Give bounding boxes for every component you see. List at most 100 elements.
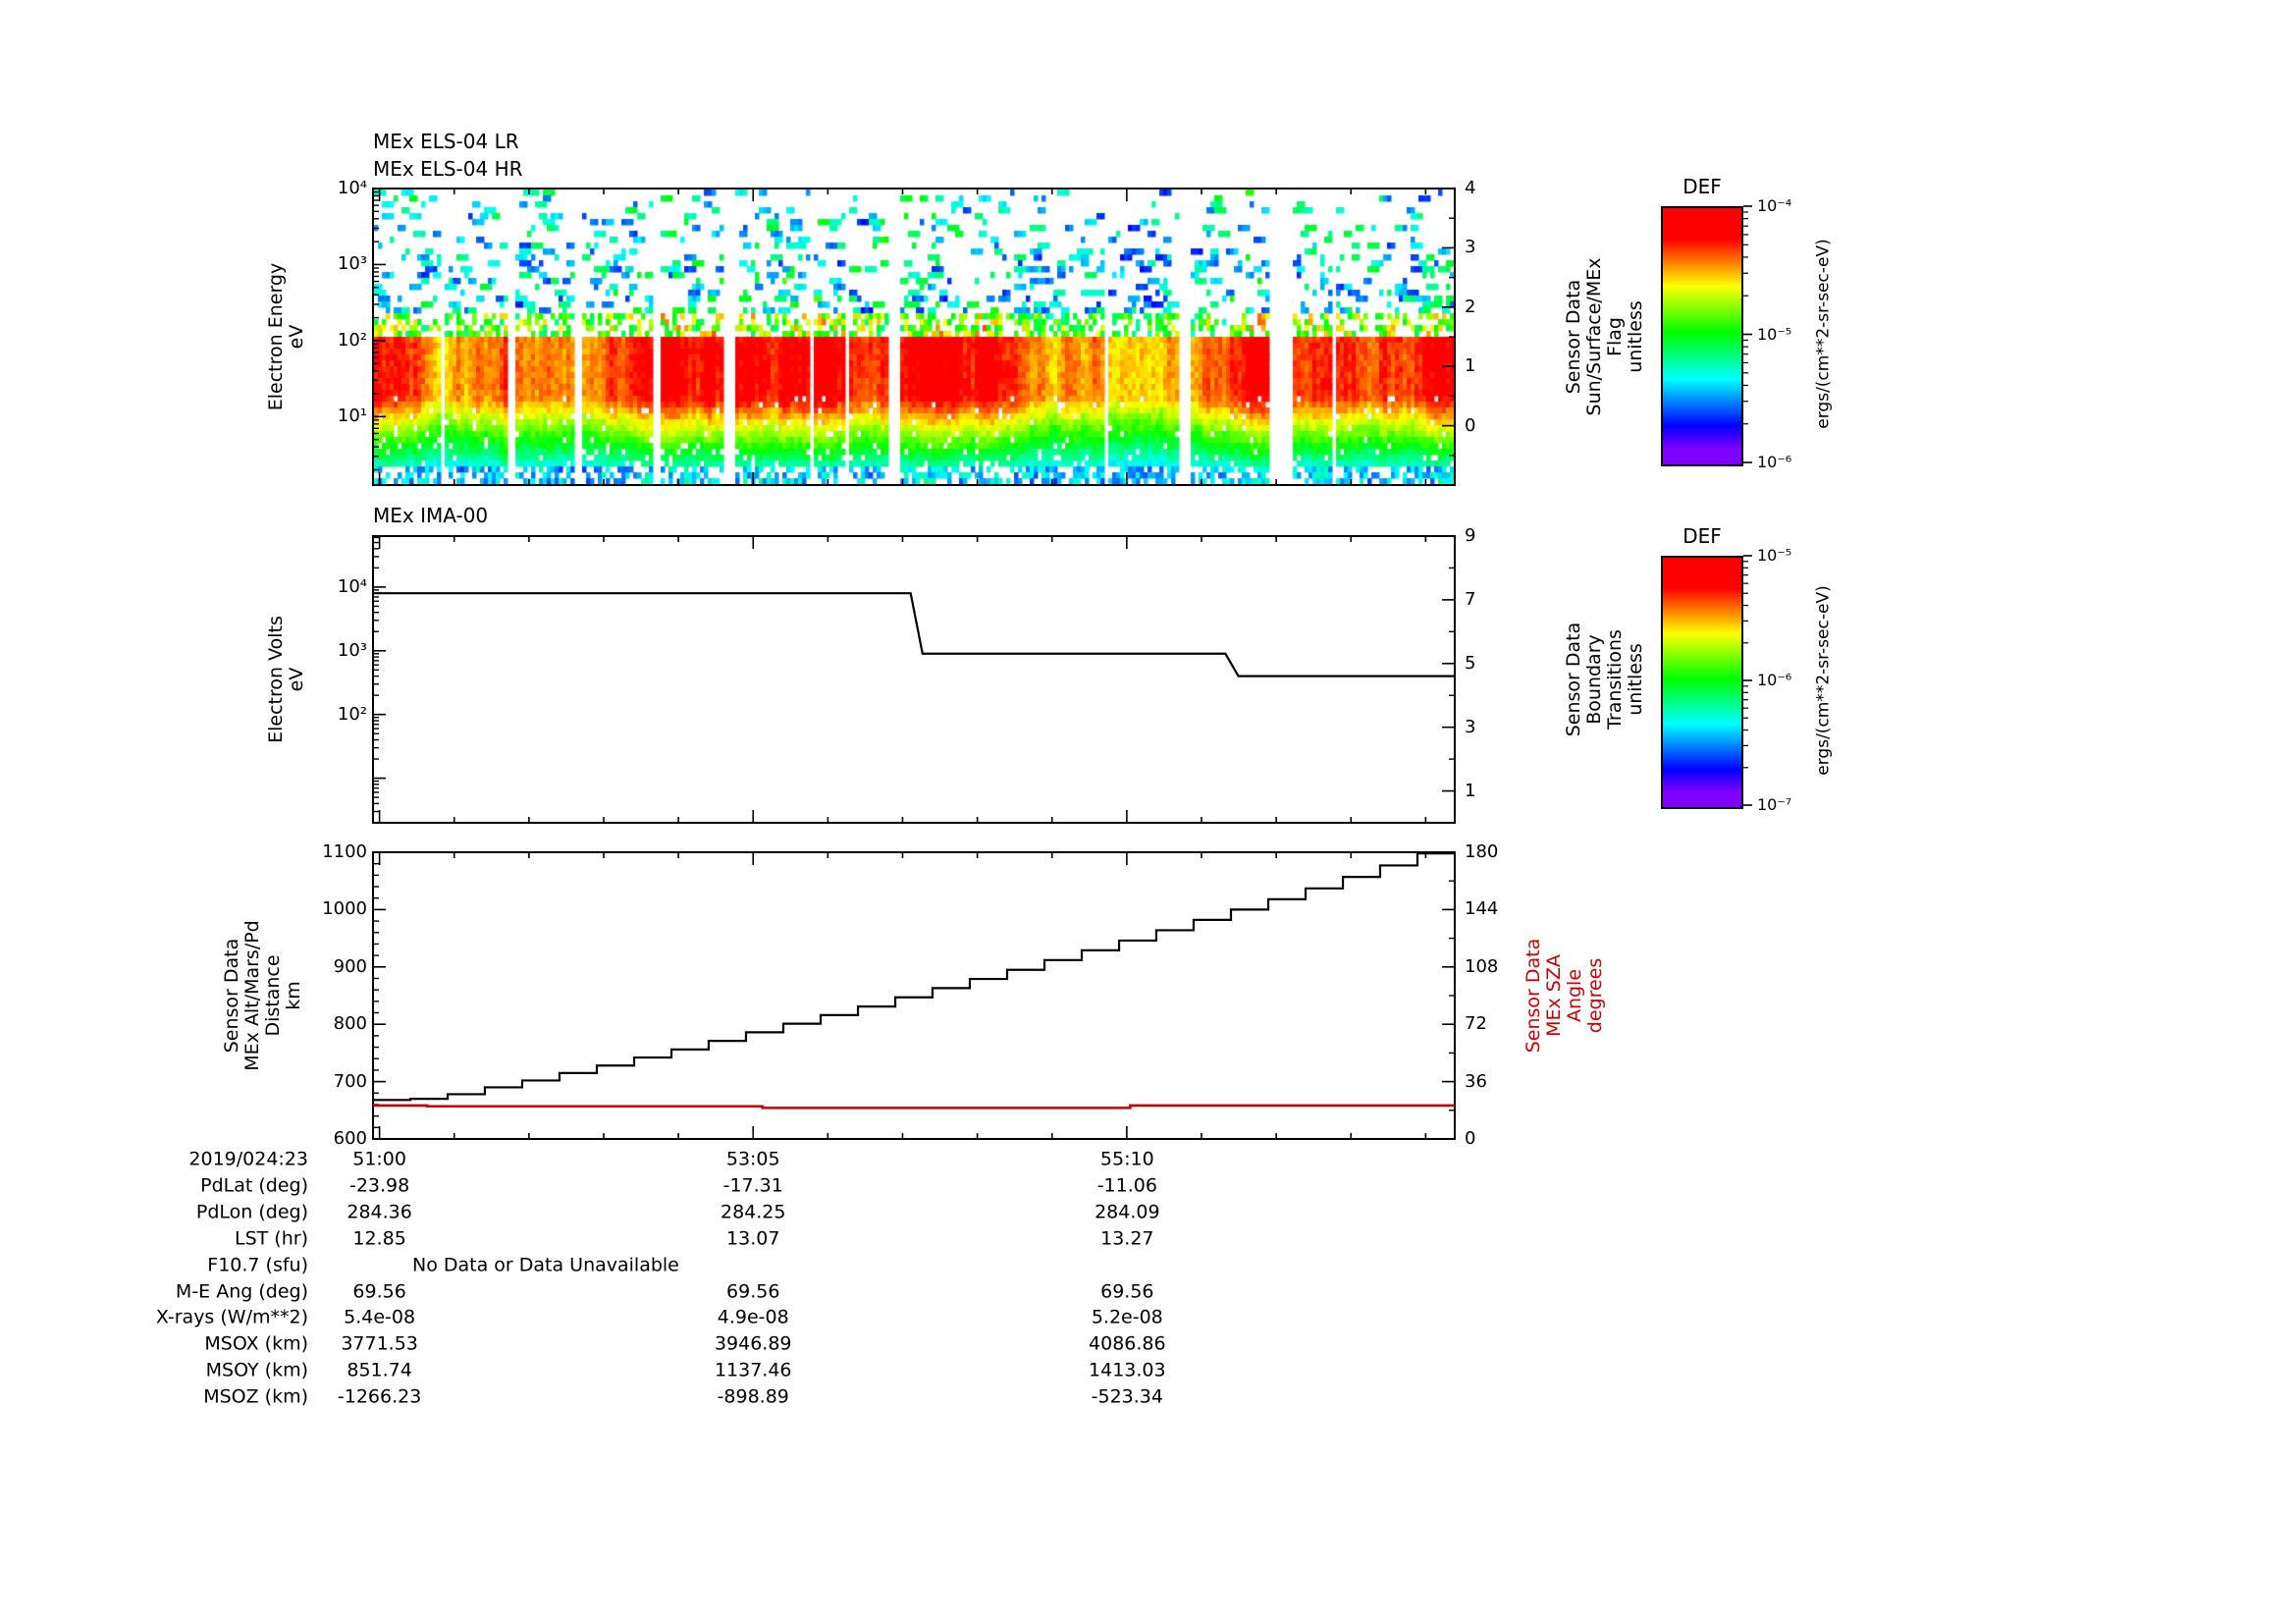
axis-label-line: Electron Energy xyxy=(265,262,287,411)
table-value: 5.4e-08 xyxy=(344,1306,416,1328)
table-value: 3946.89 xyxy=(714,1332,792,1355)
table-value: 12.85 xyxy=(352,1227,406,1250)
els-spectrogram-canvas xyxy=(374,189,1454,484)
tick-label: 0 xyxy=(1465,414,1476,436)
table-row-label: X-rays (W/m**2) xyxy=(155,1306,308,1328)
axis-label-line: MEx SZA xyxy=(1543,954,1565,1037)
colorbar-tick-label: 10⁻⁶ xyxy=(1757,453,1792,471)
axis-label-line: Sensor Data xyxy=(221,938,242,1054)
axis-label-line: eV xyxy=(286,324,307,350)
table-value: 284.25 xyxy=(720,1201,786,1223)
colorbar-tick-label: 10⁻⁶ xyxy=(1757,671,1792,689)
tick-label: 1 xyxy=(1465,780,1476,801)
x-axis-tick-label: 55:10 xyxy=(1099,1148,1154,1170)
ima-right-axis-label: Sensor Data Boundary Transitions unitless xyxy=(1563,622,1646,737)
tick-label: 10⁴ xyxy=(337,575,367,597)
axis-label-line: Sun/Surface/MEx xyxy=(1583,257,1605,416)
colorbar-tick-label: 10⁻⁷ xyxy=(1757,795,1792,814)
table-row-label: MSOZ (km) xyxy=(203,1385,308,1408)
colorbar-title-2: DEF xyxy=(1682,524,1722,548)
tick-label: 1 xyxy=(1465,355,1476,377)
table-value: 1413.03 xyxy=(1089,1359,1166,1381)
axis-label-line: Electron Volts xyxy=(265,616,287,743)
table-value: 3771.53 xyxy=(341,1332,418,1355)
table-row-label: M-E Ang (deg) xyxy=(175,1280,308,1302)
ima-title: MEx IMA-00 xyxy=(373,504,489,527)
axis-label-line: Distance xyxy=(262,954,284,1037)
axis-label-line: km xyxy=(283,981,304,1010)
table-value: 69.56 xyxy=(352,1280,406,1302)
colorbar-def-ima xyxy=(1661,556,1743,809)
axis-label-line: Sensor Data xyxy=(1563,622,1584,737)
els-y-axis-label: Electron Energy eV xyxy=(265,262,307,411)
table-value: 851.74 xyxy=(347,1359,412,1381)
els-title-lr: MEx ELS-04 LR xyxy=(373,130,519,153)
ima-y-axis-label: Electron Volts eV xyxy=(265,616,307,743)
tick-label: 800 xyxy=(333,1013,367,1035)
alt-y-axis-label: Sensor Data MEx Alt/Mars/Pd Distance km xyxy=(221,920,304,1071)
axis-label-line: Boundary xyxy=(1583,634,1605,725)
table-value: 284.36 xyxy=(347,1201,412,1223)
tick-label: 1000 xyxy=(322,898,367,920)
table-row-label: LST (hr) xyxy=(235,1227,308,1250)
els-title-hr: MEx ELS-04 HR xyxy=(373,157,523,181)
table-value: -1266.23 xyxy=(337,1385,422,1408)
colorbar-units-label-1: ergs/(cm**2-sr-sec-eV) xyxy=(1813,239,1834,429)
els-right-axis-label: Sensor Data Sun/Surface/MEx Flag unitless xyxy=(1563,257,1646,416)
table-value: 69.56 xyxy=(726,1280,780,1302)
colorbar-def-els xyxy=(1661,206,1743,466)
tick-label: 600 xyxy=(333,1128,367,1149)
tick-label: 1100 xyxy=(322,841,367,862)
tick-label: 10² xyxy=(337,329,367,351)
axis-label-line: Angle xyxy=(1564,968,1585,1023)
tick-label: 10³ xyxy=(337,253,367,275)
table-row-label: F10.7 (sfu) xyxy=(207,1254,308,1276)
table-value: 4086.86 xyxy=(1089,1332,1166,1355)
tick-label: 9 xyxy=(1465,525,1476,546)
x-axis-date-label: 2019/024:23 xyxy=(188,1148,308,1170)
sza-right-axis-label: Sensor Data MEx SZA Angle degrees xyxy=(1522,939,1606,1054)
tick-label: 10¹ xyxy=(337,406,367,427)
colorbar-title-1: DEF xyxy=(1682,175,1722,198)
tick-label: 4 xyxy=(1465,178,1476,198)
tick-label: 700 xyxy=(333,1070,367,1092)
tick-label: 0 xyxy=(1465,1128,1476,1149)
x-axis-tick-label: 51:00 xyxy=(352,1148,406,1170)
table-span-value: No Data or Data Unavailable xyxy=(412,1254,679,1276)
tick-label: 5 xyxy=(1465,652,1476,674)
axis-label-line: MEx Alt/Mars/Pd xyxy=(241,920,263,1071)
colorbar-units-label-2: ergs/(cm**2-sr-sec-eV) xyxy=(1813,585,1834,776)
table-row-label: PdLon (deg) xyxy=(195,1201,308,1223)
colorbar-tick-label: 10⁻⁵ xyxy=(1757,546,1792,565)
tick-label: 36 xyxy=(1465,1070,1487,1092)
tick-label: 3 xyxy=(1465,716,1476,737)
table-value: 284.09 xyxy=(1095,1201,1160,1223)
colorbar-tick-label: 10⁻⁵ xyxy=(1757,324,1792,344)
axis-label-line: eV xyxy=(286,667,307,692)
tick-label: 10⁴ xyxy=(337,178,367,198)
tick-label: 10² xyxy=(337,703,367,725)
table-row-label: MSOY (km) xyxy=(205,1359,308,1381)
table-value: 13.27 xyxy=(1100,1227,1154,1250)
table-value: -23.98 xyxy=(348,1174,410,1197)
axis-label-line: Sensor Data xyxy=(1563,279,1584,395)
axis-label-line: unitless xyxy=(1625,300,1646,373)
tick-label: 2 xyxy=(1465,296,1476,317)
table-value: -898.89 xyxy=(717,1385,789,1408)
axis-label-line: Transitions xyxy=(1604,629,1626,730)
table-value: -523.34 xyxy=(1091,1385,1163,1408)
tick-label: 3 xyxy=(1465,237,1476,258)
table-value: 13.07 xyxy=(726,1227,780,1250)
axis-label-line: unitless xyxy=(1625,643,1646,716)
tick-label: 144 xyxy=(1465,898,1499,920)
axis-label-line: degrees xyxy=(1584,957,1606,1034)
table-value: 5.2e-08 xyxy=(1091,1306,1163,1328)
table-value: 1137.46 xyxy=(714,1359,792,1381)
colorbar-tick-label: 10⁻⁴ xyxy=(1757,196,1792,215)
tick-label: 72 xyxy=(1465,1013,1487,1035)
table-row-label: PdLat (deg) xyxy=(200,1174,308,1197)
tick-label: 900 xyxy=(333,955,367,977)
x-axis-tick-label: 53:05 xyxy=(725,1148,780,1170)
tick-label: 108 xyxy=(1465,955,1499,977)
